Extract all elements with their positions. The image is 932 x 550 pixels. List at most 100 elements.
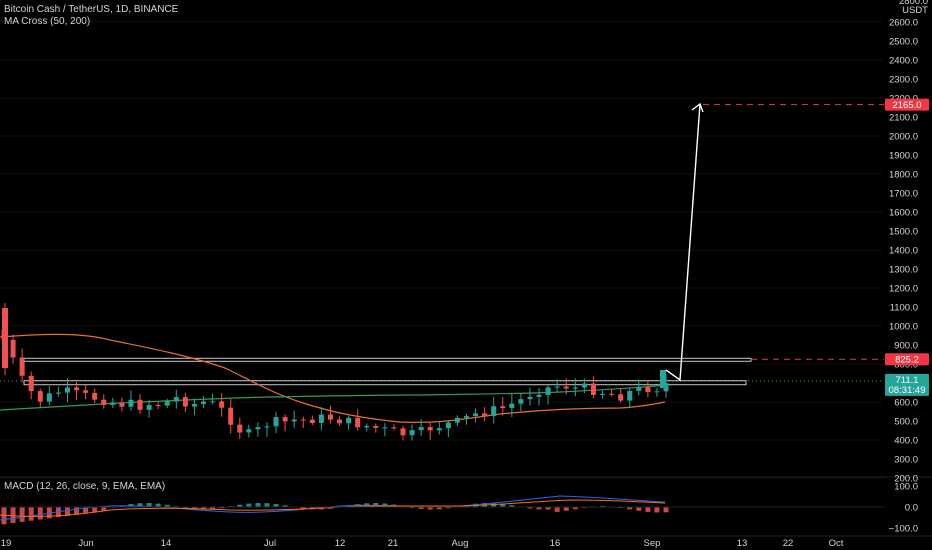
support-zone-rectangle[interactable]: [23, 380, 747, 386]
candle-body: [436, 428, 442, 431]
candle-body: [572, 387, 578, 389]
candle-body: [445, 422, 451, 429]
macd-histogram-bar: [527, 507, 533, 509]
price-gridlines: [0, 21, 884, 479]
candle-body: [264, 426, 270, 428]
candle-body: [563, 386, 569, 389]
macd-histogram-bar: [28, 507, 34, 521]
macd-histogram-bar: [536, 507, 542, 510]
candle-body: [660, 370, 666, 388]
macd-axis-tick: −100.0: [889, 524, 918, 535]
candle-body: [545, 387, 551, 395]
time-axis-label: Oct: [829, 538, 844, 549]
price-axis-tick: 1800.0: [889, 170, 918, 181]
current-price-tag-bg: [885, 373, 929, 396]
candle-body: [173, 397, 179, 402]
price-axis-tick: 2400.0: [889, 56, 918, 67]
candle-body: [536, 394, 542, 397]
time-axis-label: Aug: [452, 538, 469, 549]
price-axis-tick: 2500.0: [889, 37, 918, 48]
time-axis[interactable]: 19 Jun 14 Jul 12 21 Aug 16 Sep 13 22 Oct: [0, 535, 932, 549]
candle-body: [64, 387, 70, 393]
macd-histogram-bar: [627, 507, 633, 510]
resistance-zone-rectangle[interactable]: [23, 357, 752, 362]
candle-body: [400, 428, 406, 436]
macd-histogram-bar: [273, 504, 279, 508]
candle-body: [146, 405, 152, 410]
candlestick-series: [1, 303, 669, 441]
macd-histogram-bar: [210, 507, 216, 510]
macd-histogram-bar: [10, 507, 16, 524]
macd-histogram-bar: [427, 507, 433, 510]
candle-body: [137, 399, 143, 410]
macd-histogram-bar: [119, 505, 125, 508]
ma-50-path: [0, 384, 666, 411]
candle-body: [636, 387, 642, 391]
candle-body: [618, 394, 624, 401]
candle-body: [527, 396, 533, 400]
candle-body: [509, 403, 515, 408]
price-axis-top-label: 2800.0: [899, 0, 928, 7]
macd-histogram-bar: [491, 503, 497, 508]
candle-body: [364, 425, 370, 428]
candle-body: [55, 392, 61, 394]
macd-histogram-bar: [563, 507, 569, 511]
price-axis-tick: 600.0: [894, 398, 918, 409]
price-axis-tick: 400.0: [894, 436, 918, 447]
symbol-legend[interactable]: Bitcoin Cash / TetherUS, 1D, BINANCE: [4, 4, 179, 15]
candle-body: [300, 419, 306, 421]
candle-body: [28, 375, 34, 392]
macd-histogram-bar: [445, 507, 451, 509]
macd-histogram-bar: [37, 507, 43, 520]
projection-arrow-path: [665, 103, 701, 382]
macd-axis-tick: 0.0: [905, 503, 918, 514]
current-price-tag: 711.1: [895, 375, 918, 386]
price-axis-tick: 900.0: [894, 341, 918, 352]
macd-legend[interactable]: MACD (12, 26, close, 9, EMA, EMA): [4, 481, 166, 492]
target-price-tag: 2165.0: [892, 100, 921, 111]
price-axis-tick: 1400.0: [889, 246, 918, 257]
price-axis-tick: 1100.0: [890, 303, 918, 314]
macd-histogram-bar: [545, 507, 551, 510]
candle-body: [37, 391, 43, 402]
time-axis-label: Sep: [644, 538, 661, 549]
candle-body: [110, 402, 116, 405]
price-axis[interactable]: 2800.0USDT2600.02500.02400.02300.02200.0…: [889, 0, 929, 535]
candle-body: [327, 414, 333, 420]
price-axis-tick: 1900.0: [889, 151, 918, 162]
macd-pane: [0, 476, 932, 525]
price-axis-tick: 1300.0: [889, 265, 918, 276]
price-axis-tick: 300.0: [894, 455, 918, 466]
target-projection-lines[interactable]: [665, 102, 884, 382]
candle-body: [418, 427, 424, 431]
candle-body: [373, 425, 379, 428]
price-axis-tick: 200.0: [894, 474, 918, 485]
candle-body: [409, 430, 415, 436]
macd-axis-tick: 100.0: [894, 482, 918, 493]
ma-cross-legend[interactable]: MA Cross (50, 200): [4, 16, 91, 27]
macd-histogram-bar: [201, 507, 207, 510]
price-axis-tick: 2600.0: [889, 18, 918, 29]
time-axis-label: 21: [388, 538, 399, 549]
candle-body: [473, 413, 479, 417]
candle-body: [654, 391, 660, 393]
macd-histogram-bar: [418, 507, 424, 510]
macd-histogram-bar: [64, 507, 70, 516]
candle-body: [228, 407, 234, 425]
projection-arrow-head: [691, 102, 704, 113]
macd-histogram-bar: [282, 505, 288, 508]
ma-200-path: [0, 333, 666, 423]
macd-histogram-bar: [83, 507, 89, 514]
macd-histogram-bar: [19, 507, 25, 522]
candle-body: [282, 417, 288, 422]
resistance-price-tag: 825.2: [895, 355, 919, 366]
macd-histogram-bar: [264, 503, 270, 508]
price-axis-tick: 500.0: [894, 417, 918, 428]
macd-histogram-bar: [164, 504, 170, 508]
candle-body: [219, 401, 225, 408]
candle-body: [454, 417, 460, 423]
macd-histogram-bar: [146, 503, 152, 508]
candle-body: [201, 401, 207, 404]
candle-body: [600, 393, 606, 395]
